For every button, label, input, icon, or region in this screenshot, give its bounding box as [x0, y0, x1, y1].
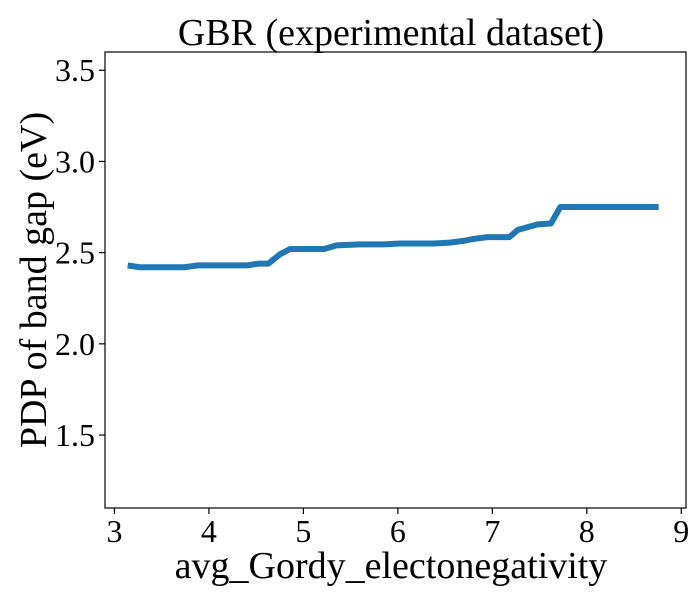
y-tick-label: 3.0: [55, 143, 95, 179]
y-tick-label: 2.0: [55, 326, 95, 362]
x-tick-label: 7: [484, 513, 500, 549]
y-axis-label: PDP of band gap (eV): [13, 112, 55, 448]
series-line-0: [127, 204, 659, 271]
x-tick-label: 8: [579, 513, 595, 549]
chart-title: GBR (experimental dataset): [178, 12, 604, 54]
x-tick-label: 3: [106, 513, 122, 549]
y-tick-label: 3.5: [55, 52, 95, 88]
x-tick-label: 5: [295, 513, 311, 549]
x-tick-label: 9: [673, 513, 689, 549]
plot-area: 3 4 5 6 7 8 9 1.5 2.0 2.5 3.0 3.5: [55, 51, 689, 549]
y-tick-label: 1.5: [55, 417, 95, 453]
axes-frame: [104, 51, 687, 509]
y-tick-label: 2.5: [55, 235, 95, 271]
x-tick-label: 4: [201, 513, 217, 549]
x-tick-label: 6: [390, 513, 406, 549]
x-axis-label: avg_Gordy_electonegativity: [175, 545, 608, 587]
